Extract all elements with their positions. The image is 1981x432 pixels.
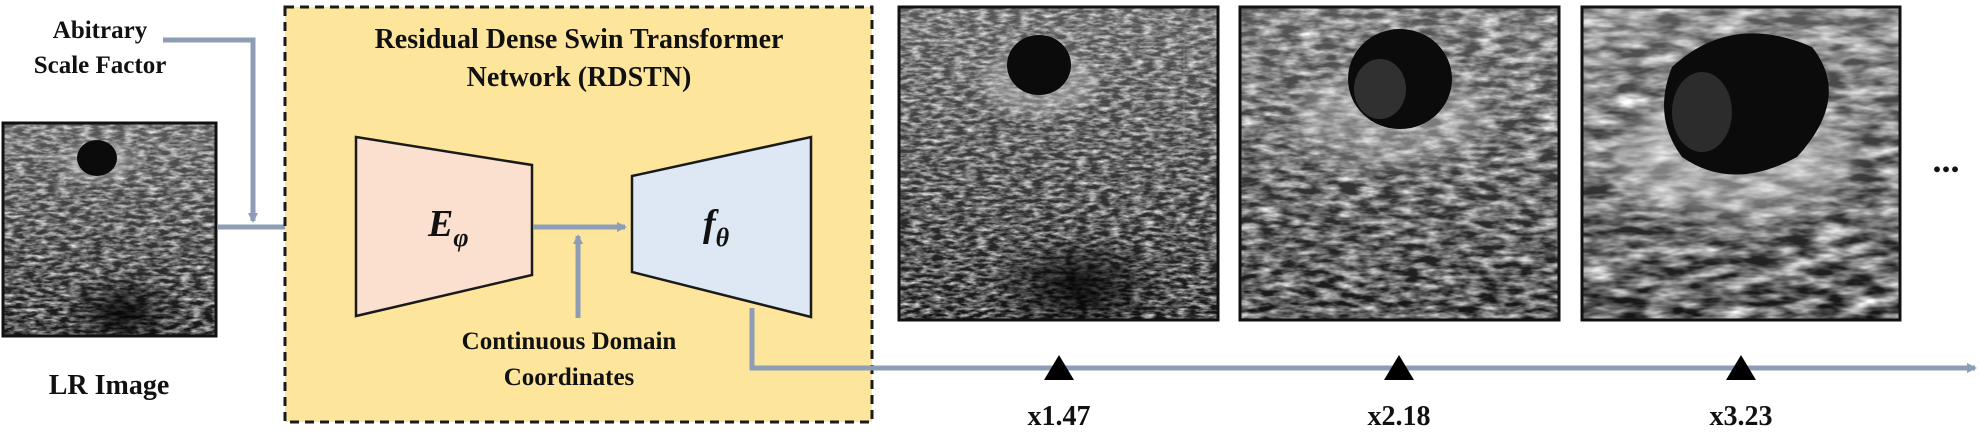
sr-output-frame-3 xyxy=(1580,5,1902,322)
encoder-letter: E xyxy=(427,203,453,245)
network-title-line1: Residual Dense Swin Transformer xyxy=(375,24,784,55)
scale-label-3: x3.23 xyxy=(1710,401,1773,432)
sr-output-image-3 xyxy=(1580,5,1902,322)
sr-output-image-1 xyxy=(897,5,1220,322)
encoder-subscript: φ xyxy=(453,223,468,252)
decoder-block xyxy=(630,135,813,319)
decoder-symbol: fθ xyxy=(703,203,730,252)
coordinates-label-line1: Continuous Domain xyxy=(462,328,677,355)
encoder-symbol: Eφ xyxy=(427,203,469,252)
decoder-letter: f xyxy=(703,203,719,245)
sr-output-image-2 xyxy=(1238,5,1561,322)
lr-image-label: LR Image xyxy=(49,370,170,401)
network-title-line2: Network (RDSTN) xyxy=(467,62,692,93)
sr-output-frame-1 xyxy=(897,5,1220,322)
scale-marker-2 xyxy=(1384,355,1414,380)
scale-marker-1 xyxy=(1044,355,1074,380)
encoder-block xyxy=(354,135,534,318)
decoder-subscript: θ xyxy=(716,223,730,252)
sr-output-frame-2 xyxy=(1238,5,1561,322)
scale-marker-3 xyxy=(1726,355,1756,380)
output-timeline-arrow xyxy=(749,308,1977,373)
lr-image xyxy=(1,121,218,338)
more-outputs-ellipsis: ... xyxy=(1933,140,1960,180)
scale-label-1: x1.47 xyxy=(1028,401,1091,432)
coordinates-label-line2: Coordinates xyxy=(504,364,635,391)
scale-factor-arrow xyxy=(163,37,258,223)
scale-factor-label-line2: Scale Factor xyxy=(34,52,167,79)
scale-factor-label-line1: Abitrary xyxy=(53,17,148,44)
lr-image-frame xyxy=(1,121,218,338)
scale-label-2: x2.18 xyxy=(1368,401,1431,432)
